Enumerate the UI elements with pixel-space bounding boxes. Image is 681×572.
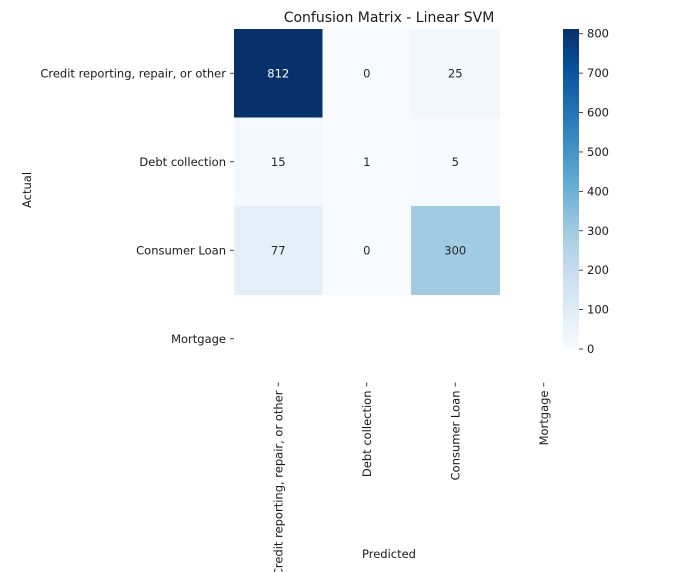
x-axis-title: Predicted: [362, 547, 416, 561]
colorbar-ticks: 0 100 200 300 400 500 600 700 800: [579, 27, 609, 356]
heatmap-cell: [322, 206, 412, 295]
heatmap-cell: [234, 206, 323, 295]
chart-title: Confusion Matrix - Linear SVM: [284, 10, 495, 26]
y-tick-label: Debt collection: [139, 155, 226, 169]
cell-value-label: 1: [363, 155, 370, 169]
heatmap-cell: [411, 117, 500, 207]
x-axis: Credit reporting, repair, or other Debt c…: [271, 382, 551, 572]
colorbar-tick-label: 300: [587, 224, 609, 238]
colorbar-tick-label: 100: [587, 303, 609, 317]
x-tick-label: Mortgage: [537, 391, 551, 446]
heatmap-cell: [234, 117, 323, 207]
colorbar-tick-label: 800: [587, 27, 609, 41]
colorbar: 0 100 200 300 400 500 600 700 800: [563, 27, 609, 356]
cell-value-label: 0: [363, 243, 370, 257]
y-axis: Credit reporting, repair, or other Debt c…: [40, 66, 234, 346]
colorbar-gradient: [563, 29, 579, 349]
x-tick-label: Debt collection: [360, 391, 374, 478]
colorbar-tick-label: 500: [587, 145, 609, 159]
heatmap-cell: [411, 29, 500, 118]
cell-value-label: 300: [444, 243, 466, 257]
colorbar-tick-label: 0: [587, 342, 594, 356]
cell-value-label: 812: [267, 66, 289, 80]
cell-value-label: 5: [452, 155, 459, 169]
heatmap-cell: [322, 117, 412, 207]
cell-value-label: 25: [448, 66, 463, 80]
y-tick-label: Credit reporting, repair, or other: [40, 66, 226, 80]
y-tick-label: Mortgage: [171, 332, 226, 346]
cell-value-label: 0: [363, 66, 370, 80]
heatmap-cell: [322, 29, 412, 118]
heatmap-cell: [234, 29, 323, 118]
y-tick-label: Consumer Loan: [136, 243, 226, 257]
x-tick-label: Credit reporting, repair, or other: [271, 390, 285, 572]
colorbar-tick-label: 700: [587, 66, 609, 80]
x-tick-label: Consumer Loan: [448, 391, 462, 481]
colorbar-tick-label: 400: [587, 184, 609, 198]
colorbar-tick-label: 600: [587, 106, 609, 120]
cell-value-label: 77: [271, 243, 286, 257]
y-axis-title: Actual: [20, 172, 34, 208]
cell-value-label: 15: [271, 155, 286, 169]
colorbar-tick-label: 200: [587, 263, 609, 277]
heatmap-cell: [411, 206, 500, 295]
